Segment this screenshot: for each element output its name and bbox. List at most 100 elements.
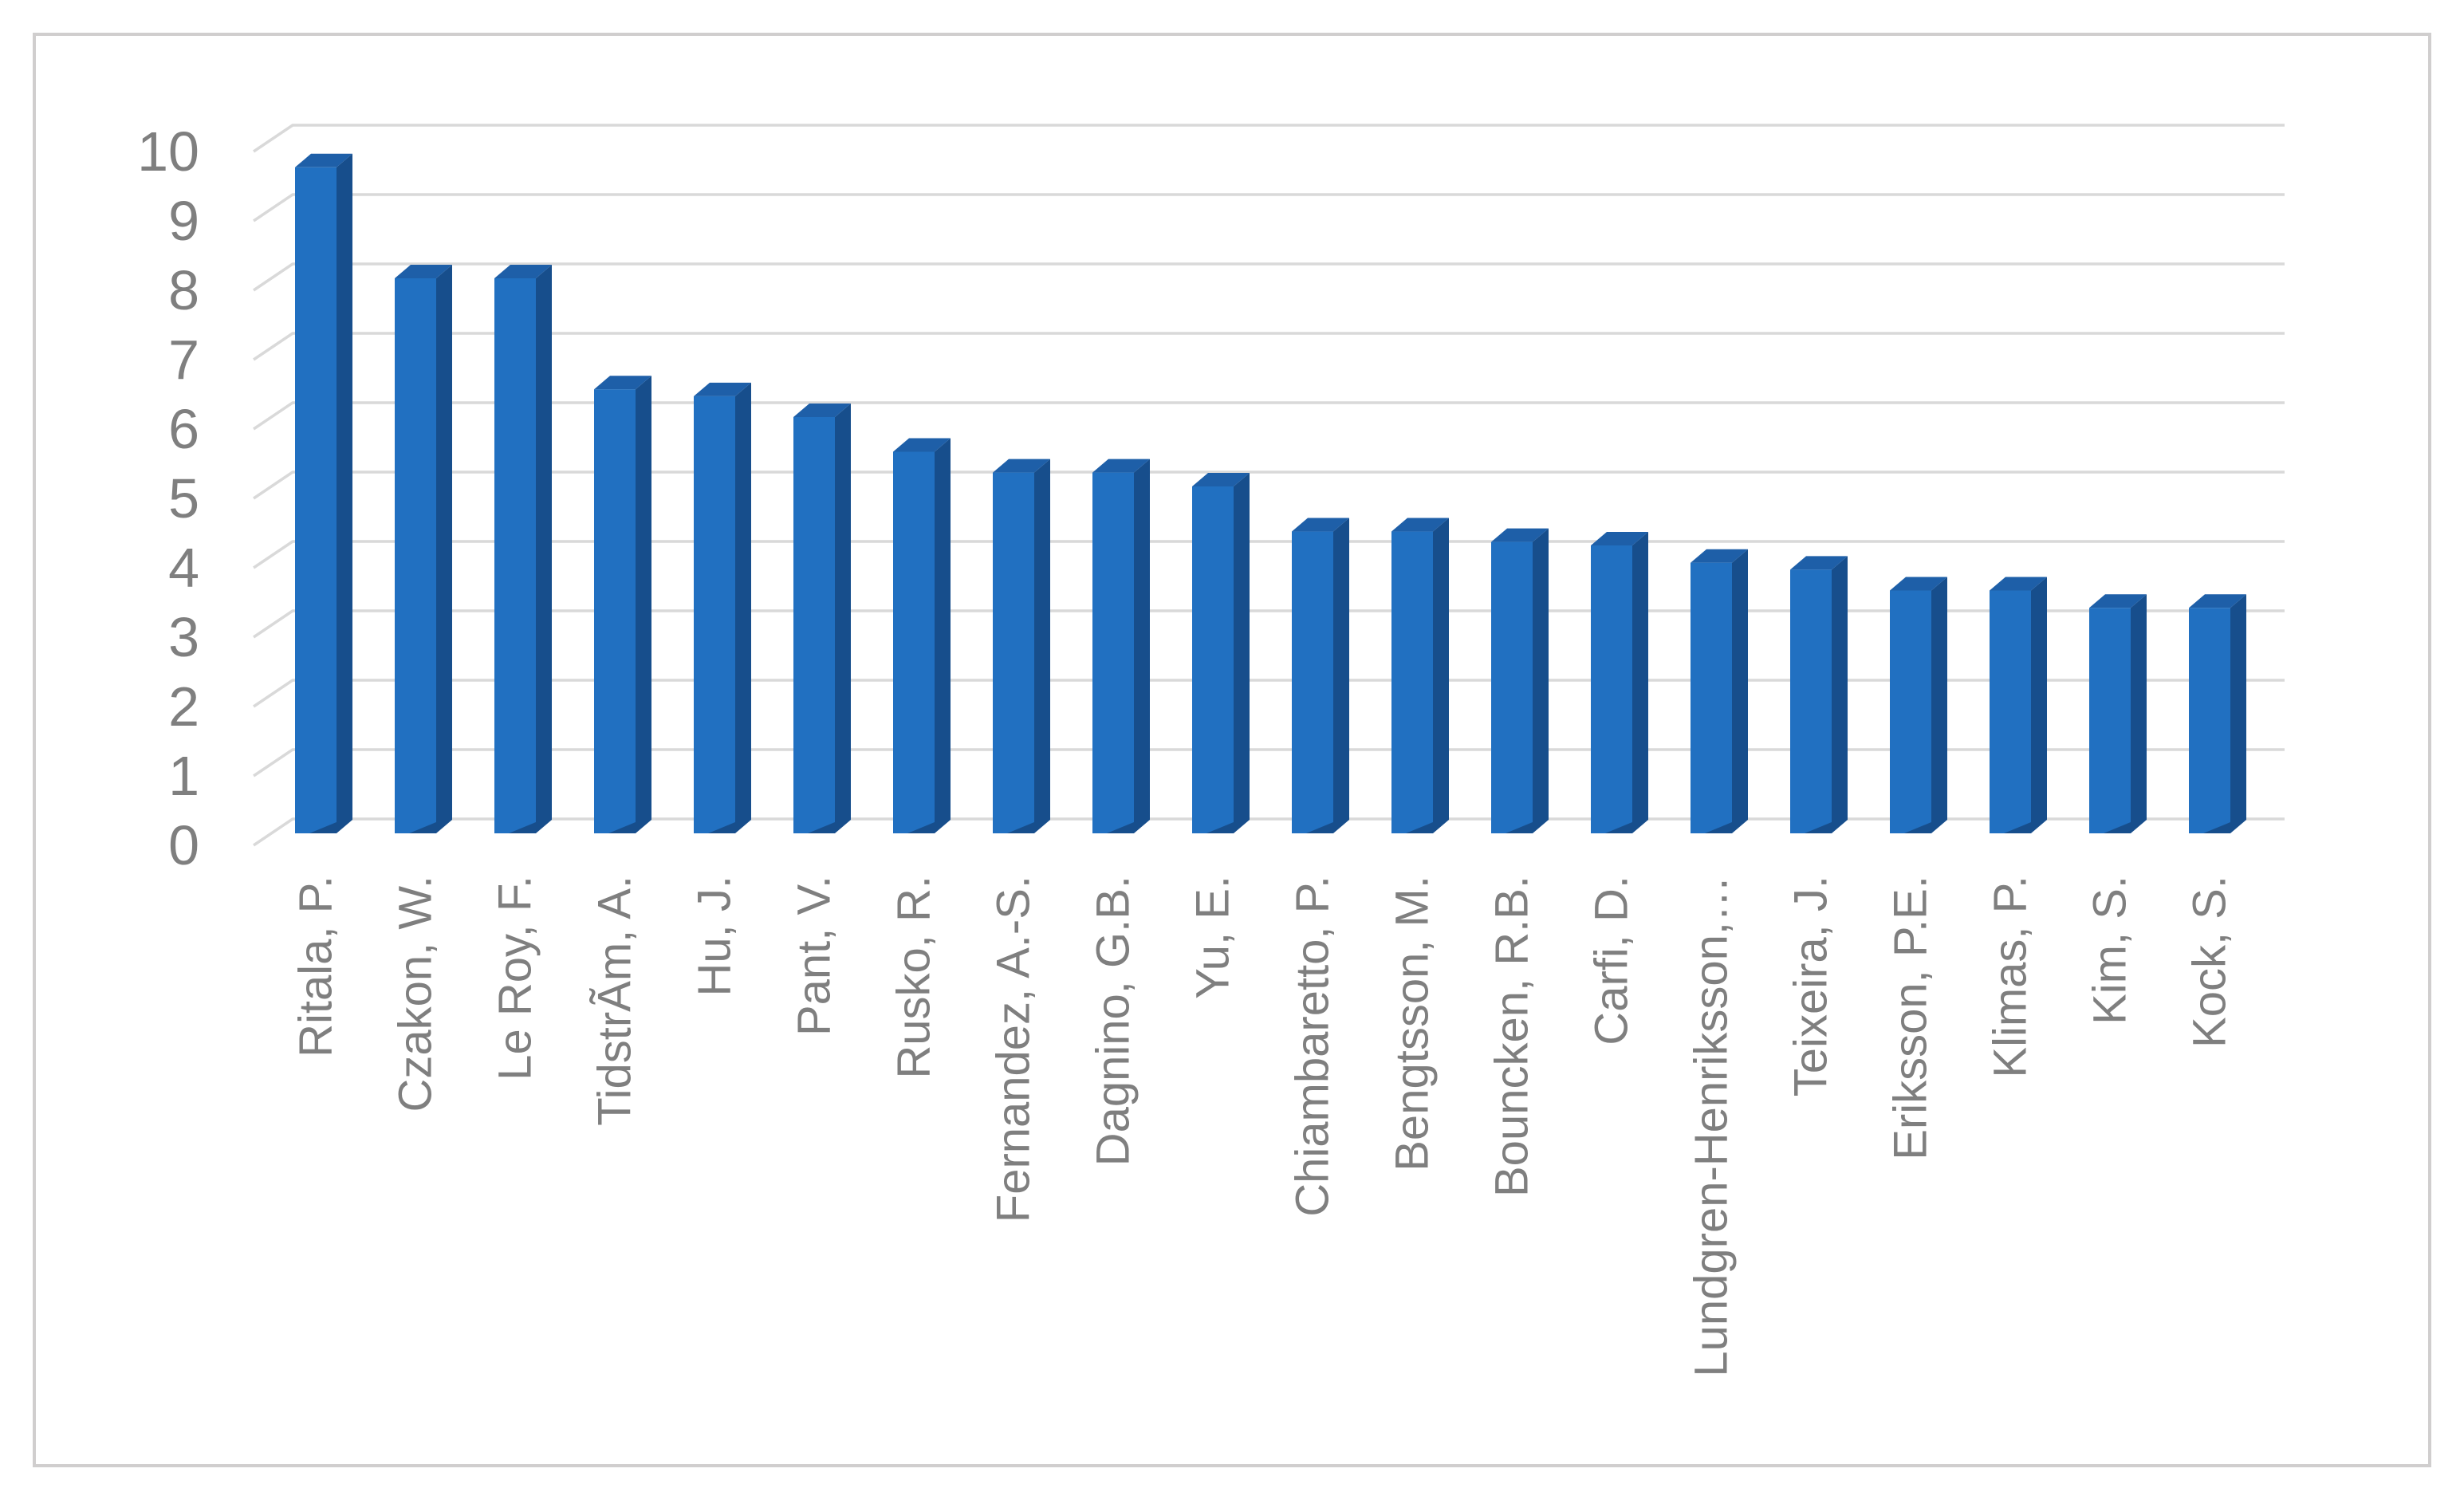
bar-front-face — [1192, 486, 1234, 833]
bar-top-face — [2189, 594, 2246, 608]
bar-side-face — [636, 376, 651, 833]
bar-front-face — [1591, 545, 1632, 833]
bar-top-face — [295, 153, 352, 167]
y-tick-label: 9 — [168, 190, 199, 252]
category-label: Fernandez, A.-S. — [988, 876, 1040, 1222]
category-label: TidstrÃm, A. — [589, 876, 641, 1126]
category-label: Le Roy, F. — [490, 876, 541, 1081]
category-label: Carfi, D. — [1586, 876, 1638, 1045]
bar-front-face — [1491, 541, 1533, 833]
category-label: Kim, S. — [2084, 876, 2136, 1025]
category-label: Chiambaretto, P. — [1287, 876, 1339, 1217]
bar-floor-wedge — [309, 822, 337, 833]
category-label: Klimas, P. — [1985, 876, 2037, 1078]
bar-top-face — [1691, 549, 1748, 563]
bar-side-face — [1832, 556, 1848, 833]
bar-side-face — [1433, 518, 1449, 833]
bar-top-face — [494, 265, 552, 278]
gridline — [253, 193, 2285, 222]
bar-top-face — [694, 382, 751, 396]
bar-front-face — [793, 417, 835, 833]
bar-9 — [1092, 459, 1150, 833]
chart-frame-border — [33, 33, 2431, 1467]
bar-top-face — [2089, 594, 2147, 608]
bar-front-face — [1890, 590, 1931, 833]
bar-top-face — [1890, 577, 1947, 591]
y-tick-label: 3 — [168, 606, 199, 668]
bar-top-face — [1192, 473, 1250, 486]
gridline — [253, 262, 2285, 292]
bar-side-face — [536, 265, 552, 833]
bar-5 — [694, 382, 751, 833]
bar-top-face — [993, 459, 1050, 473]
bar-top-face — [1990, 577, 2047, 591]
bar-front-face — [395, 278, 436, 833]
bar-19 — [2089, 594, 2147, 833]
bar-front-face — [494, 278, 536, 833]
category-label: Lundgren-Henriksson,… — [1686, 876, 1738, 1377]
y-tick-label: 4 — [168, 537, 199, 599]
category-label: Hu, J. — [689, 876, 741, 997]
bar-top-face — [1092, 459, 1150, 473]
gridline — [253, 401, 2285, 431]
y-tick-label: 10 — [137, 120, 199, 183]
bar-top-face — [1391, 518, 1449, 532]
y-tick-label: 7 — [168, 329, 199, 391]
category-label: Bouncken, R.B. — [1486, 876, 1538, 1197]
bar-12 — [1391, 518, 1449, 833]
bar-top-face — [1491, 528, 1549, 542]
bar-floor-wedge — [1306, 822, 1333, 833]
bar-front-face — [594, 389, 636, 833]
bar-8 — [993, 459, 1050, 833]
bar-floor-wedge — [1406, 822, 1433, 833]
bar-floor-wedge — [608, 822, 636, 833]
bar-16 — [1790, 556, 1848, 833]
bar-front-face — [694, 396, 735, 833]
bar-side-face — [337, 153, 352, 834]
bar-1 — [295, 153, 352, 834]
bar-2 — [395, 265, 452, 833]
bar-top-face — [594, 376, 651, 390]
category-label: Teixeira, J. — [1785, 876, 1837, 1096]
y-tick-label: 5 — [168, 467, 199, 530]
y-tick-label: 2 — [168, 675, 199, 738]
bar-front-face — [1391, 531, 1433, 833]
bar-front-face — [2089, 608, 2131, 833]
y-axis-labels-group: 0 1 2 3 4 5 6 7 8 9 10 — [137, 120, 199, 876]
bar-front-face — [1092, 472, 1134, 833]
y-tick-label: 0 — [168, 814, 199, 876]
category-label: Ritala, P. — [290, 876, 342, 1057]
bar-side-face — [1931, 577, 1947, 833]
bar-side-face — [1134, 459, 1150, 833]
bar-side-face — [835, 404, 851, 833]
bar-floor-wedge — [808, 822, 835, 833]
y-tick-label: 8 — [168, 259, 199, 321]
bar-side-face — [1333, 518, 1349, 833]
category-label: Bengtsson, M. — [1387, 876, 1439, 1171]
bar-floor-wedge — [1705, 822, 1732, 833]
bar-side-face — [1533, 528, 1549, 833]
bar-side-face — [2031, 577, 2047, 833]
bar-floor-wedge — [2004, 822, 2031, 833]
bar-floor-wedge — [1904, 822, 1931, 833]
bar-top-face — [1591, 531, 1648, 545]
category-label: Pant, V. — [789, 876, 840, 1036]
bar-top-face — [1790, 556, 1848, 570]
category-label: Dagnino, G.B. — [1088, 876, 1140, 1166]
bar-side-face — [1234, 473, 1250, 833]
bar-top-face — [1292, 518, 1349, 532]
bar-front-face — [993, 472, 1034, 833]
bar-side-face — [735, 382, 751, 833]
bar-20 — [2189, 594, 2246, 833]
bar-side-face — [436, 265, 452, 833]
bar-top-face — [395, 265, 452, 278]
category-label: Kock, S. — [2184, 876, 2236, 1048]
bar-side-face — [2131, 594, 2147, 833]
bar-17 — [1890, 577, 1947, 833]
bar-4 — [594, 376, 651, 833]
bar-floor-wedge — [509, 822, 536, 833]
bar-floor-wedge — [1805, 822, 1832, 833]
bar-10 — [1192, 473, 1250, 833]
gridline — [253, 124, 2285, 153]
